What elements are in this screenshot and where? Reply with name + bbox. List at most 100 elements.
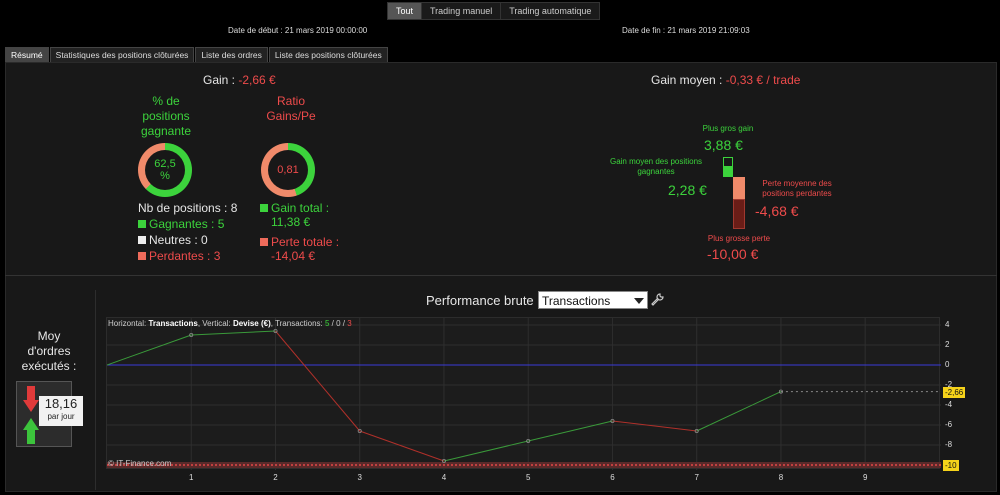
orders-per-day-box: 18,16 par jour xyxy=(16,381,83,447)
performance-axis-select[interactable]: Transactions xyxy=(538,291,648,309)
data-point xyxy=(694,429,699,434)
tab-orders-list[interactable]: Liste des ordres xyxy=(195,47,268,62)
x-tick-label: 2 xyxy=(273,473,278,482)
orders-title: Moy d'ordres exécutés : xyxy=(12,329,86,374)
info-t-win: 5 xyxy=(325,319,330,328)
win-ratio-label: % de positions gagnante xyxy=(128,94,204,139)
trading-filter: Tout Trading manuel Trading automatique xyxy=(387,2,601,20)
avg-win-label-line: gagnantes xyxy=(637,167,675,176)
win-ratio-label-line: % de xyxy=(152,94,180,108)
gain-heading: Gain : -2,66 € xyxy=(203,73,276,87)
x-tick-label: 1 xyxy=(189,473,194,482)
win-ratio-value-line: 62,5 xyxy=(154,158,176,170)
start-date: Date de début : 21 mars 2019 00:00:00 xyxy=(228,26,368,35)
tab-closed-positions-list[interactable]: Liste des positions clôturées xyxy=(268,47,388,62)
tab-closed-positions-stats[interactable]: Statistiques des positions clôturées xyxy=(49,47,195,62)
avg-gain-value: -0,33 € / trade xyxy=(725,73,801,87)
gain-value: -2,66 € xyxy=(238,73,276,87)
performance-select-value: Transactions xyxy=(542,294,611,308)
series-segment xyxy=(106,334,192,366)
y-tick-label: 4 xyxy=(945,320,950,329)
loss-range-box xyxy=(733,199,745,229)
chevron-down-icon xyxy=(634,298,644,304)
performance-chart xyxy=(106,317,941,470)
data-point xyxy=(610,419,615,424)
x-tick-label: 8 xyxy=(778,473,784,482)
tab-resume[interactable]: Résumé xyxy=(5,47,49,62)
gain-label: Gain : xyxy=(203,73,239,87)
info-t-label: , Transactions: xyxy=(270,319,325,328)
y-tick-label: -2 xyxy=(945,380,953,389)
x-tick-label: 6 xyxy=(610,473,615,482)
copyright: © IT-Finance.com xyxy=(108,459,172,468)
winners-square-icon xyxy=(138,220,146,228)
avg-win-label: Gain moyen des positions gagnantes xyxy=(594,157,718,177)
total-gain-value: 11,38 € xyxy=(271,215,311,229)
data-point xyxy=(441,458,446,463)
end-date: Date de fin : 21 mars 2019 21:09:03 xyxy=(622,26,750,35)
total-gain: Gain total : 11,38 € xyxy=(260,201,329,229)
orders-title-line: Moy xyxy=(37,329,61,343)
total-loss-square-icon xyxy=(260,238,268,246)
biggest-loss-label: Plus grosse perte xyxy=(707,234,771,243)
info-sep: / xyxy=(329,319,337,328)
column-divider xyxy=(95,290,96,490)
avg-loss-label-line: Perte moyenne des xyxy=(762,179,832,188)
total-loss-label: Perte totale : xyxy=(271,235,340,249)
y-tick-label: -8 xyxy=(945,440,953,449)
orders-value-box: 18,16 par jour xyxy=(39,396,83,426)
winners-text: Gagnantes : 5 xyxy=(149,217,225,231)
total-gain-square-icon xyxy=(260,204,268,212)
losers-square-icon xyxy=(138,252,146,260)
section-divider xyxy=(5,275,997,276)
filter-manual-button[interactable]: Trading manuel xyxy=(422,3,502,19)
gain-ratio-label-line: Ratio xyxy=(276,94,305,108)
avg-loss-label: Perte moyenne des positions perdantes xyxy=(752,179,842,199)
y-tick-label: 0 xyxy=(945,360,950,369)
info-sep: / xyxy=(340,319,348,328)
orders-unit: par jour xyxy=(47,412,75,421)
total-loss: Perte totale : -14,04 € xyxy=(260,235,339,263)
biggest-gain-label: Plus gros gain xyxy=(702,124,754,133)
buy-sell-arrows-icon xyxy=(23,386,39,444)
orders-title-line: exécutés : xyxy=(21,359,77,373)
gain-ratio-value: 0,81 xyxy=(268,150,308,190)
info-h-label: Horizontal: xyxy=(108,319,149,328)
series-segment xyxy=(443,440,529,462)
losers-count: Perdantes : 3 xyxy=(138,249,220,263)
nb-positions: Nb de positions : 8 xyxy=(138,201,238,215)
x-tick-label: 5 xyxy=(525,473,531,482)
current-value-badge: -2,66 xyxy=(943,386,966,398)
orders-title-line: d'ordres xyxy=(27,344,71,358)
total-loss-value: -14,04 € xyxy=(271,249,316,263)
info-t-loss: 3 xyxy=(347,319,352,328)
x-tick-label: 9 xyxy=(862,473,868,482)
filter-all-button[interactable]: Tout xyxy=(388,3,423,19)
series-segment xyxy=(696,391,782,432)
orders-value: 18,16 xyxy=(44,396,78,411)
series-segment xyxy=(528,420,613,442)
gain-ratio-label: Ratio Gains/Pe xyxy=(253,94,329,124)
avg-win-label-line: Gain moyen des positions xyxy=(609,157,703,166)
data-point xyxy=(778,389,783,394)
filter-auto-button[interactable]: Trading automatique xyxy=(509,6,592,16)
series-segment xyxy=(359,430,445,462)
neutral-square-icon xyxy=(138,236,146,244)
info-t-neutral: 0 xyxy=(336,319,341,328)
tab-bar: Résumé Statistiques des positions clôtur… xyxy=(5,47,389,62)
info-h-value: Transactions xyxy=(148,319,198,328)
neutral-count: Neutres : 0 xyxy=(138,233,208,247)
x-tick-label: 7 xyxy=(694,473,699,482)
y-tick-label: -4 xyxy=(945,400,953,409)
avg-gain-heading: Gain moyen : -0,33 € / trade xyxy=(651,73,800,87)
win-ratio-donut: 62,5 % xyxy=(138,143,192,197)
gain-ratio-donut: 0,81 xyxy=(261,143,315,197)
gain-ratio-label-line: Gains/Pe xyxy=(266,109,316,123)
performance-title: Performance brute xyxy=(426,293,534,308)
series-segment xyxy=(612,420,697,432)
avg-win-value: 2,28 € xyxy=(668,182,707,198)
avg-loss-bar xyxy=(733,177,745,199)
wrench-icon[interactable] xyxy=(651,293,664,306)
performance-chart-svg xyxy=(106,318,941,470)
win-ratio-label-line: gagnante xyxy=(140,124,192,138)
